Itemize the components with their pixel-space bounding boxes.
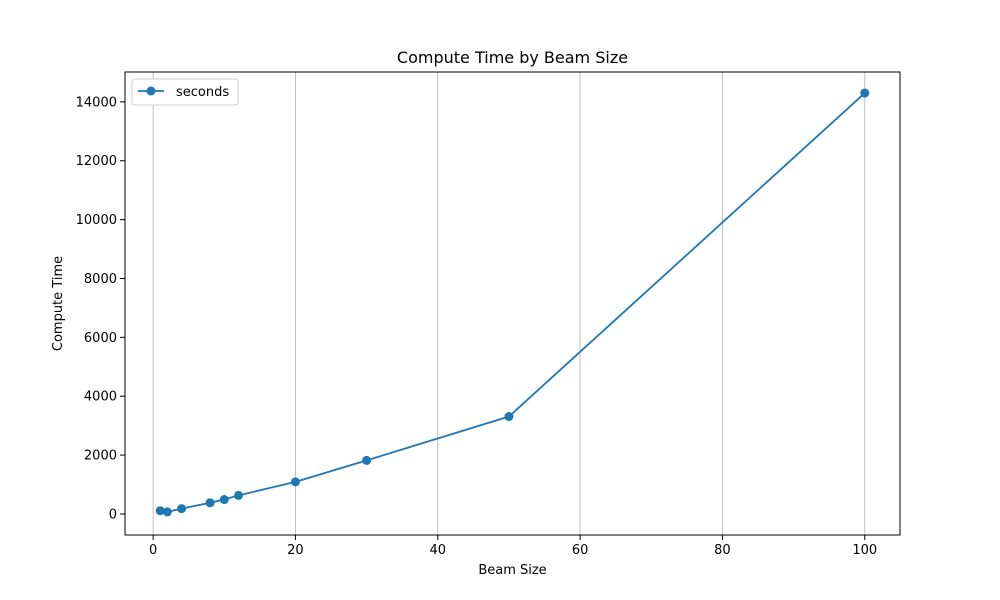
data-point — [155, 506, 165, 516]
legend-label: seconds — [176, 85, 229, 100]
data-point — [362, 455, 372, 465]
y-tick-label: 4000 — [84, 390, 117, 405]
data-point — [290, 477, 300, 487]
x-tick-label: 20 — [287, 543, 304, 558]
series-line — [160, 92, 866, 513]
legend: seconds — [131, 78, 239, 106]
legend-marker — [146, 86, 156, 96]
x-tick-label: 80 — [714, 543, 731, 558]
y-axis: 0 2000 4000 6000 8000 10000 12000 14000 — [76, 95, 125, 522]
y-tick-label: 2000 — [84, 449, 117, 464]
legend-box — [131, 78, 239, 106]
gridlines — [152, 72, 866, 535]
x-axis-label: Beam Size — [478, 563, 546, 578]
y-axis-label: Compute Time — [51, 256, 66, 351]
x-tick-label: 100 — [852, 543, 877, 558]
data-point — [177, 504, 187, 514]
x-tick-label: 40 — [430, 543, 447, 558]
data-point — [205, 498, 215, 508]
y-tick-label: 8000 — [84, 272, 117, 287]
plot-frame — [124, 71, 901, 536]
y-tick-label: 12000 — [76, 154, 117, 169]
y-tick-label: 6000 — [84, 331, 117, 346]
x-axis: 0 20 40 60 80 100 — [149, 535, 877, 558]
y-tick-label: 10000 — [76, 213, 117, 228]
y-tick-label: 14000 — [76, 95, 117, 110]
data-point — [219, 495, 229, 505]
data-point — [860, 88, 870, 98]
series-layer — [155, 88, 870, 517]
data-point — [504, 412, 514, 422]
x-tick-label: 0 — [149, 543, 157, 558]
chart-title: Compute Time by Beam Size — [397, 48, 628, 67]
data-point — [162, 507, 172, 517]
x-tick-label: 60 — [572, 543, 589, 558]
data-point — [234, 490, 244, 500]
plot-area — [125, 72, 900, 535]
y-tick-label: 0 — [109, 507, 117, 522]
